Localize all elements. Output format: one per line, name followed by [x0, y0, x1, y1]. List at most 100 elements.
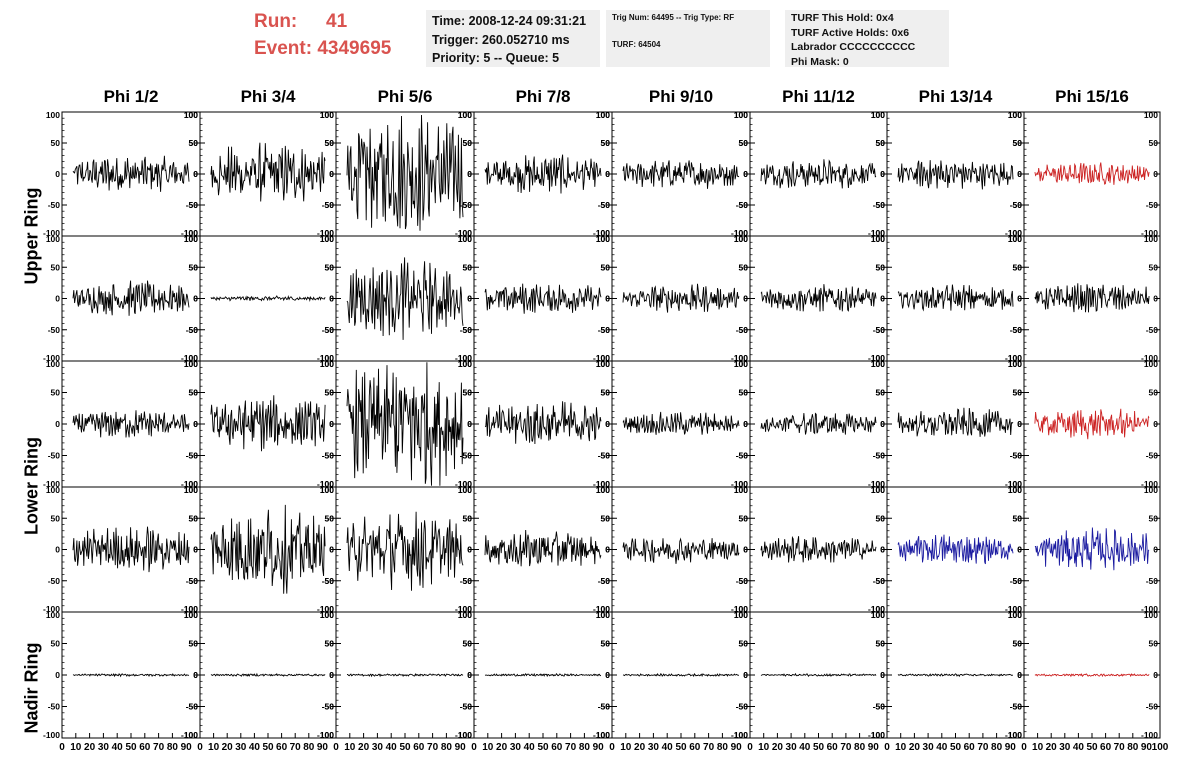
y-tick-label: -50 — [322, 576, 335, 586]
turf-text: TURF: 64504 — [612, 40, 661, 49]
waveform-panel-r5-c8: 100 100 50 50 0 0 -50 -50 -100 -100 — [1005, 610, 1161, 740]
y-tick-label: 50 — [189, 262, 199, 272]
y-tick-label: 100 — [46, 110, 60, 120]
y-tick-label: -100 — [731, 353, 748, 363]
x-tick-label: 70 — [977, 742, 989, 753]
y-tick-label: 50 — [739, 639, 749, 649]
y-tick-label: -100 — [43, 604, 60, 614]
waveform-panel-r3-c2: 100 100 50 50 0 0 -50 -50 -100 -100 — [181, 359, 337, 489]
waveform-trace — [484, 529, 602, 567]
y-tick-label: -100 — [181, 228, 198, 238]
y-tick-label-right: 50 — [463, 262, 473, 272]
waveform-panel-r2-c4: 100 100 50 50 0 0 -50 -50 -100 -100 — [455, 234, 613, 363]
y-tick-label: 50 — [876, 388, 886, 398]
turf-info-panel: TURF This Hold: 0x4 TURF Active Holds: 0… — [785, 10, 949, 68]
y-tick-label-right: 100 — [871, 485, 885, 495]
y-tick-label-right: -100 — [455, 353, 472, 363]
y-tick-label-right: -50 — [186, 576, 199, 586]
y-tick-label-right: -50 — [736, 325, 749, 335]
y-tick-label-right: 50 — [325, 262, 335, 272]
y-tick-label: 0 — [193, 545, 198, 555]
y-tick-label: -100 — [868, 353, 885, 363]
y-tick-label-right: -100 — [1141, 604, 1158, 614]
y-tick-label-right: 0 — [1153, 294, 1158, 304]
y-tick-label-right: 0 — [193, 419, 198, 429]
y-tick-label: 0 — [743, 545, 748, 555]
y-tick-label-right: 50 — [876, 639, 886, 649]
y-tick-label: -100 — [43, 479, 60, 489]
x-tick-label: 100 — [1152, 742, 1169, 753]
y-tick-label-right: 50 — [601, 639, 611, 649]
waveform-panel-r2-c8: 100 100 50 50 0 0 -50 -50 -100 -100 — [1005, 234, 1161, 363]
y-tick-label: 100 — [184, 485, 198, 495]
x-tick-label: 80 — [303, 742, 315, 753]
waveform-panel-r1-c3: 100 100 50 50 0 0 -50 -50 -100 -100 — [317, 110, 475, 238]
y-tick-label: 50 — [51, 138, 61, 148]
panel-frame — [473, 111, 613, 237]
x-tick-label: 20 — [634, 742, 646, 753]
y-tick-label-right: 0 — [605, 419, 610, 429]
x-tick-label: 40 — [1073, 742, 1085, 753]
y-tick-label-right: 100 — [871, 359, 885, 369]
y-tick-label-right: -50 — [1146, 325, 1159, 335]
x-tick-label: 0 — [471, 742, 477, 753]
y-tick-label-right: -50 — [186, 702, 199, 712]
y-tick-label: -100 — [43, 730, 60, 740]
waveform-trace — [1034, 283, 1150, 313]
waveform-panel-r3-c6: 100 100 50 50 0 0 -50 -50 -100 -100 — [731, 359, 888, 489]
x-tick-label: 80 — [167, 742, 179, 753]
y-tick-label-right: -100 — [868, 479, 885, 489]
y-tick-label: -50 — [48, 200, 61, 210]
y-tick-label: 50 — [51, 262, 61, 272]
x-tick-label: 20 — [1046, 742, 1058, 753]
y-tick-label: 0 — [55, 294, 60, 304]
waveform-panel-r3-c4: 100 100 50 50 0 0 -50 -50 -100 -100 — [455, 359, 613, 489]
y-tick-label-right: 0 — [1153, 169, 1158, 179]
y-tick-label-right: 0 — [1017, 294, 1022, 304]
y-tick-label-right: -50 — [736, 451, 749, 461]
y-tick-label-right: -100 — [1141, 479, 1158, 489]
y-tick-label: 100 — [184, 234, 198, 244]
y-tick-label: -100 — [455, 479, 472, 489]
phi-mask-text: Phi Mask: 0 — [791, 55, 849, 68]
y-tick-label: 0 — [467, 419, 472, 429]
x-tick-label: 70 — [427, 742, 439, 753]
y-tick-label-right: 50 — [739, 138, 749, 148]
waveform-panel-r1-c7: 100 100 50 50 0 0 -50 -50 -100 -100 — [868, 110, 1025, 238]
x-tick-label: 90 — [1005, 742, 1017, 753]
y-tick-label: 100 — [871, 110, 885, 120]
y-tick-label: 0 — [605, 419, 610, 429]
y-tick-label-right: -100 — [868, 228, 885, 238]
y-tick-label: 50 — [739, 388, 749, 398]
y-tick-label: -100 — [593, 604, 610, 614]
y-tick-label: -50 — [186, 702, 199, 712]
y-tick-label-right: -50 — [873, 702, 886, 712]
waveform-panel-r5-c4: 100 100 50 50 0 0 -50 -50 -100 -100 — [455, 610, 613, 740]
y-tick-label-right: 100 — [184, 485, 198, 495]
y-tick-label-right: 50 — [189, 639, 199, 649]
y-tick-label: -50 — [186, 576, 199, 586]
y-tick-label: 50 — [189, 639, 199, 649]
y-tick-label: -100 — [868, 228, 885, 238]
y-tick-label-right: -100 — [1005, 353, 1022, 363]
y-tick-label-right: 100 — [734, 610, 748, 620]
x-tick-label: 60 — [413, 742, 425, 753]
y-tick-label-right: -100 — [593, 604, 610, 614]
y-tick-label-right: 100 — [1144, 110, 1158, 120]
y-tick-label: 50 — [1013, 388, 1023, 398]
x-tick-label: 80 — [1127, 742, 1139, 753]
waveform-panel-r4-c6: 100 100 50 50 0 0 -50 -50 -100 -100 — [731, 485, 888, 614]
y-tick-label-right: -50 — [598, 451, 611, 461]
event-label: Event: — [254, 38, 313, 59]
y-tick-label: 50 — [325, 262, 335, 272]
y-tick-label-right: -50 — [322, 576, 335, 586]
x-tick-label: 60 — [827, 742, 839, 753]
y-tick-label: 100 — [458, 610, 472, 620]
x-tick-label: 20 — [222, 742, 234, 753]
y-tick-label-right: 0 — [1017, 670, 1022, 680]
y-tick-label-right: -50 — [873, 200, 886, 210]
y-tick-label: 50 — [739, 513, 749, 523]
x-tick-label: 90 — [868, 742, 880, 753]
y-tick-label-right: -100 — [731, 730, 748, 740]
x-tick-label: 60 — [551, 742, 563, 753]
